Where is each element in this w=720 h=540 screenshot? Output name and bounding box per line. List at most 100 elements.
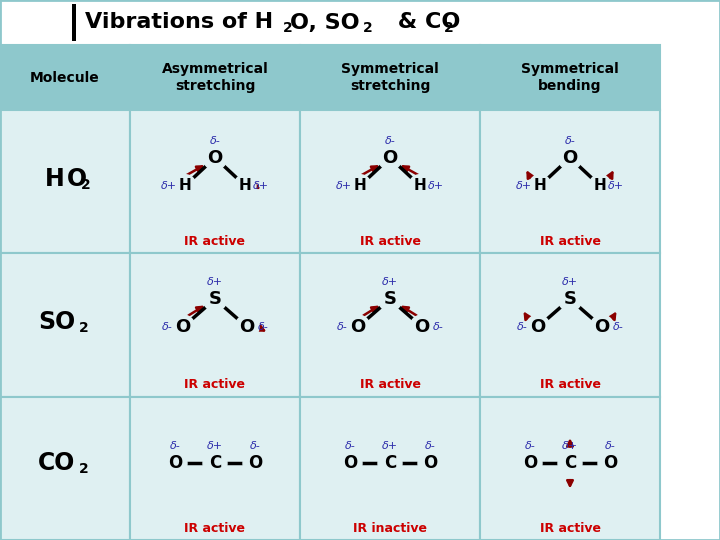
Text: δ+: δ+: [161, 181, 177, 191]
Text: δ+: δ+: [253, 181, 269, 191]
Text: δ-: δ-: [564, 136, 575, 146]
Text: δ-: δ-: [425, 441, 436, 451]
Circle shape: [589, 174, 611, 197]
Text: H: H: [45, 167, 65, 191]
Text: SO: SO: [38, 310, 76, 334]
Text: O: O: [423, 454, 437, 472]
Text: δ+: δ+: [207, 277, 223, 287]
Text: O, SO: O, SO: [290, 12, 359, 32]
Text: Symmetrical
stretching: Symmetrical stretching: [341, 63, 439, 92]
Text: IR active: IR active: [184, 522, 246, 535]
Text: δ+: δ+: [562, 277, 578, 287]
Text: IR active: IR active: [359, 235, 420, 248]
Text: H: H: [534, 178, 546, 193]
Circle shape: [526, 315, 550, 339]
Circle shape: [558, 451, 582, 475]
Text: δ-: δ-: [250, 441, 261, 451]
Text: H: H: [413, 178, 426, 193]
Circle shape: [418, 451, 442, 475]
Circle shape: [378, 146, 402, 170]
Circle shape: [558, 287, 582, 311]
FancyBboxPatch shape: [0, 110, 130, 253]
Circle shape: [346, 315, 370, 339]
Text: O: O: [562, 148, 577, 167]
Text: Asymmetrical
stretching: Asymmetrical stretching: [161, 63, 269, 92]
Circle shape: [338, 451, 362, 475]
Circle shape: [529, 174, 551, 197]
FancyBboxPatch shape: [480, 397, 660, 540]
Text: δ+: δ+: [516, 181, 532, 191]
Circle shape: [590, 315, 614, 339]
Text: C: C: [564, 454, 576, 472]
Text: Molecule: Molecule: [30, 71, 100, 84]
Text: δ-: δ-: [384, 136, 395, 146]
Text: S: S: [209, 290, 222, 308]
Circle shape: [235, 315, 259, 339]
Text: IR active: IR active: [539, 235, 600, 248]
Text: O: O: [595, 318, 610, 336]
Circle shape: [410, 315, 434, 339]
Circle shape: [203, 146, 227, 170]
Text: O: O: [351, 318, 366, 336]
Circle shape: [378, 451, 402, 475]
Text: IR active: IR active: [539, 522, 600, 535]
Text: δ-: δ-: [517, 322, 527, 332]
Text: δ-: δ-: [613, 322, 624, 332]
Circle shape: [203, 287, 227, 311]
Text: O: O: [176, 318, 191, 336]
Text: O: O: [343, 454, 357, 472]
FancyBboxPatch shape: [130, 45, 300, 110]
Text: S: S: [384, 290, 397, 308]
FancyBboxPatch shape: [300, 397, 480, 540]
FancyBboxPatch shape: [0, 45, 130, 110]
Text: δ-: δ-: [345, 441, 356, 451]
Text: & CO: & CO: [390, 12, 460, 32]
Text: 2: 2: [81, 178, 91, 192]
Text: 2: 2: [79, 462, 89, 476]
Circle shape: [409, 174, 431, 197]
Circle shape: [171, 315, 195, 339]
Text: IR active: IR active: [184, 235, 246, 248]
Text: 2: 2: [363, 21, 373, 35]
Text: C: C: [384, 454, 396, 472]
Text: O: O: [531, 318, 546, 336]
Text: H: H: [238, 178, 251, 193]
Text: 2: 2: [79, 321, 89, 335]
Text: δ-: δ-: [605, 441, 616, 451]
FancyBboxPatch shape: [0, 253, 130, 397]
Text: H: H: [354, 178, 366, 193]
FancyBboxPatch shape: [72, 4, 76, 41]
FancyBboxPatch shape: [0, 0, 720, 45]
FancyBboxPatch shape: [0, 397, 130, 540]
Text: Vibrations of H: Vibrations of H: [85, 12, 273, 32]
Text: δ+: δ+: [207, 441, 223, 451]
Text: δ-: δ-: [258, 322, 269, 332]
Text: δ-: δ-: [210, 136, 220, 146]
Text: O: O: [382, 148, 397, 167]
Text: O: O: [523, 454, 537, 472]
FancyBboxPatch shape: [300, 110, 480, 253]
Text: δ+: δ+: [562, 441, 578, 451]
Text: Symmetrical
bending: Symmetrical bending: [521, 63, 619, 92]
Text: δ+: δ+: [382, 277, 398, 287]
Text: O: O: [207, 148, 222, 167]
Circle shape: [598, 451, 622, 475]
Circle shape: [518, 451, 542, 475]
Circle shape: [203, 451, 227, 475]
Circle shape: [378, 287, 402, 311]
Text: δ+: δ+: [382, 441, 398, 451]
FancyBboxPatch shape: [300, 253, 480, 397]
Text: O: O: [603, 454, 617, 472]
Text: IR active: IR active: [539, 378, 600, 391]
Circle shape: [243, 451, 267, 475]
FancyBboxPatch shape: [130, 397, 300, 540]
Text: δ-: δ-: [433, 322, 444, 332]
Text: IR active: IR active: [184, 378, 246, 391]
Text: H: H: [593, 178, 606, 193]
Circle shape: [349, 174, 371, 197]
Text: O: O: [239, 318, 255, 336]
Text: IR active: IR active: [359, 378, 420, 391]
Circle shape: [558, 146, 582, 170]
Circle shape: [174, 174, 196, 197]
Circle shape: [163, 451, 187, 475]
